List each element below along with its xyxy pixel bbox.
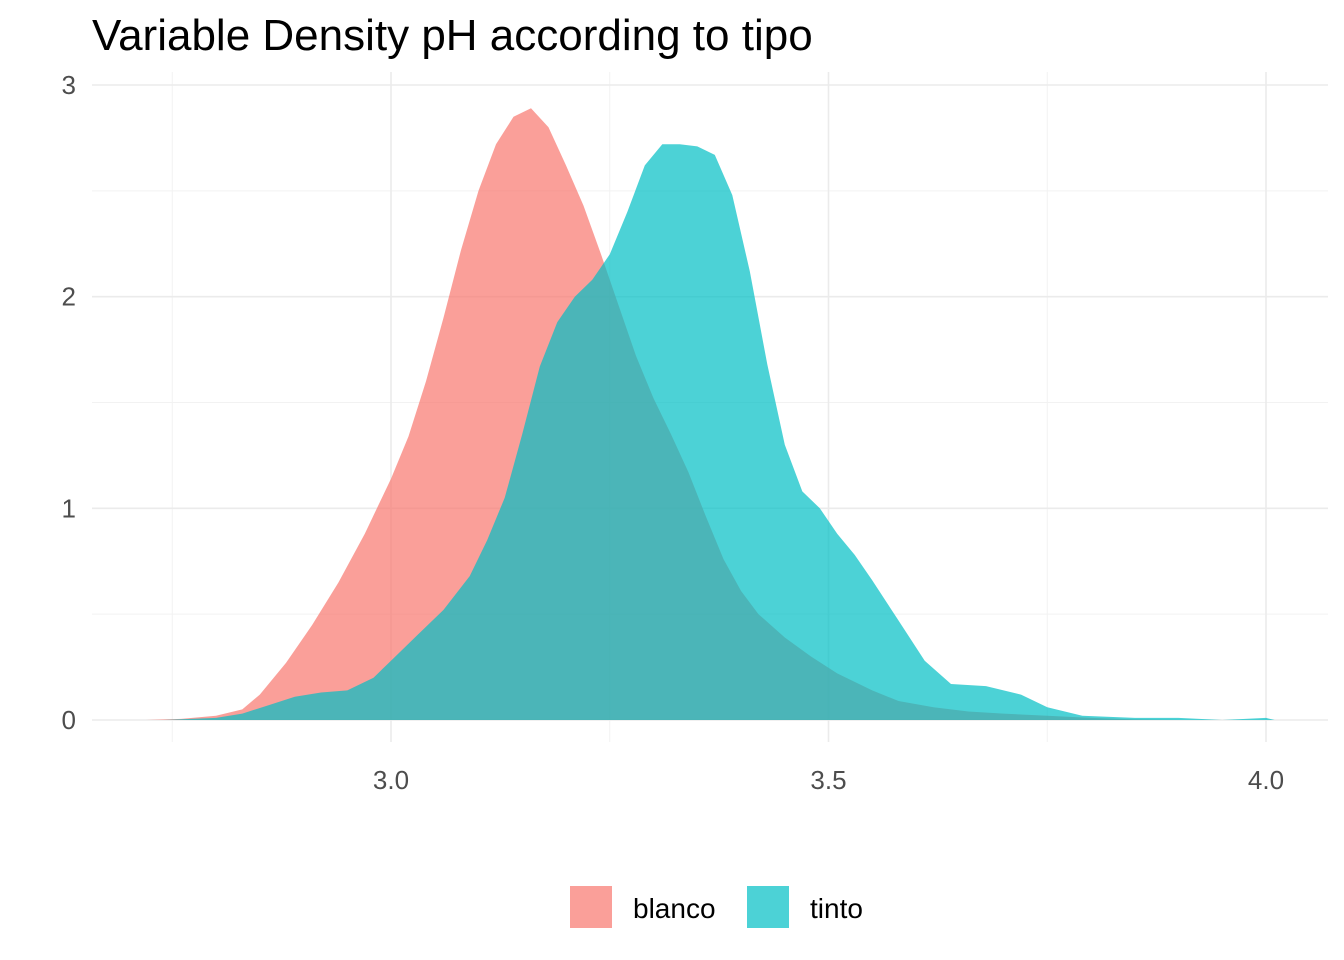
y-tick-label: 1 xyxy=(62,493,76,523)
y-tick-label: 3 xyxy=(62,70,76,100)
x-tick-label: 3.5 xyxy=(810,765,846,795)
x-axis-ticks: 3.0 3.5 4.0 xyxy=(373,765,1284,795)
legend-item-blanco: blanco xyxy=(570,886,716,928)
legend: blanco tinto xyxy=(570,886,863,928)
legend-label-tinto: tinto xyxy=(810,893,863,924)
legend-swatch-tinto xyxy=(747,886,789,928)
x-tick-label: 4.0 xyxy=(1248,765,1284,795)
legend-swatch-blanco xyxy=(570,886,612,928)
density-area-blanco xyxy=(146,108,1179,721)
x-tick-label: 3.0 xyxy=(373,765,409,795)
legend-item-tinto: tinto xyxy=(747,886,863,928)
legend-label-blanco: blanco xyxy=(633,893,716,924)
density-areas xyxy=(146,108,1275,721)
y-tick-label: 0 xyxy=(62,705,76,735)
density-area-tinto xyxy=(163,144,1275,721)
chart-title: Variable Density pH according to tipo xyxy=(92,11,813,60)
y-tick-label: 2 xyxy=(62,282,76,312)
y-axis-ticks: 0 1 2 3 xyxy=(62,70,76,735)
